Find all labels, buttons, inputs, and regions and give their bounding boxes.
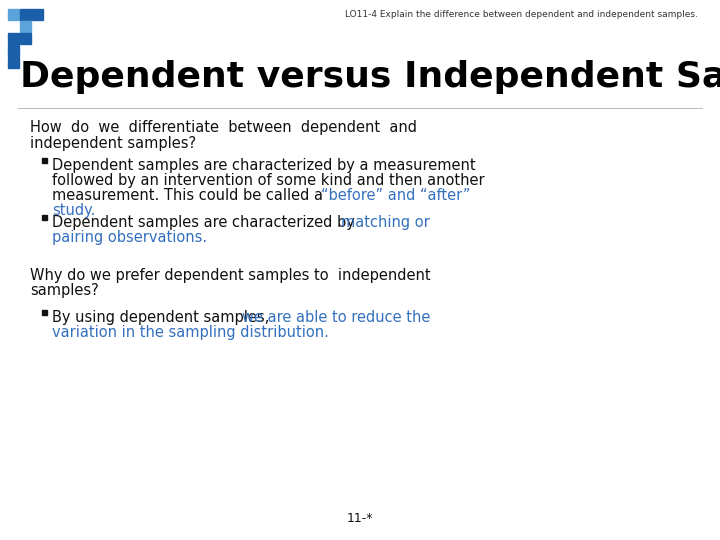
Text: matching or: matching or bbox=[341, 215, 430, 230]
Bar bbox=[42, 158, 47, 163]
Text: measurement. This could be called a: measurement. This could be called a bbox=[52, 188, 328, 203]
Text: Why do we prefer dependent samples to  independent: Why do we prefer dependent samples to in… bbox=[30, 268, 431, 283]
Text: followed by an intervention of some kind and then another: followed by an intervention of some kind… bbox=[52, 173, 485, 188]
Bar bbox=[20, 21, 31, 32]
Text: LO11-4 Explain the difference between dependent and independent samples.: LO11-4 Explain the difference between de… bbox=[345, 10, 698, 19]
Text: “before” and “after”: “before” and “after” bbox=[321, 188, 470, 203]
Bar bbox=[8, 9, 19, 20]
Bar bbox=[8, 57, 19, 68]
Bar bbox=[42, 215, 47, 220]
Text: pairing observations.: pairing observations. bbox=[52, 230, 207, 245]
Text: independent samples?: independent samples? bbox=[30, 136, 196, 151]
Text: we are able to reduce the: we are able to reduce the bbox=[242, 310, 431, 325]
Bar bbox=[20, 9, 31, 20]
Text: By using dependent samples,: By using dependent samples, bbox=[52, 310, 274, 325]
Text: Dependent versus Independent Samples: Dependent versus Independent Samples bbox=[20, 60, 720, 94]
Text: study.: study. bbox=[52, 203, 95, 218]
Bar bbox=[8, 45, 19, 56]
Text: How  do  we  differentiate  between  dependent  and: How do we differentiate between dependen… bbox=[30, 120, 417, 135]
Bar bbox=[20, 33, 31, 44]
Text: 11-*: 11-* bbox=[347, 512, 373, 525]
Text: samples?: samples? bbox=[30, 283, 99, 298]
Text: Dependent samples are characterized by a measurement: Dependent samples are characterized by a… bbox=[52, 158, 476, 173]
Text: Dependent samples are characterized by: Dependent samples are characterized by bbox=[52, 215, 359, 230]
Bar bbox=[42, 310, 47, 315]
Bar bbox=[32, 9, 43, 20]
Bar bbox=[8, 33, 19, 44]
Text: variation in the sampling distribution.: variation in the sampling distribution. bbox=[52, 325, 329, 340]
